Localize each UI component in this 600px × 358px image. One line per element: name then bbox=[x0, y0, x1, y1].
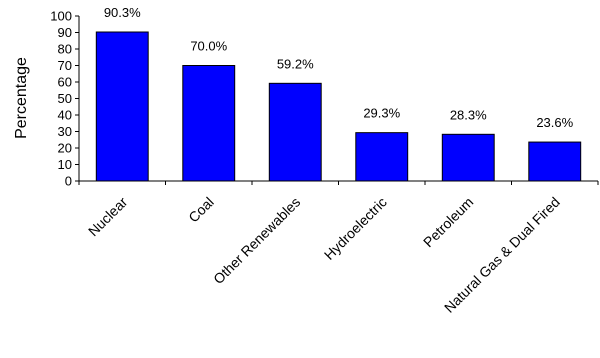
y-tick-label: 70 bbox=[58, 58, 72, 73]
bar-natural-gas-dual-fired bbox=[528, 141, 582, 182]
x-axis-ticks bbox=[78, 181, 599, 185]
category-label: Coal bbox=[185, 194, 217, 226]
bars bbox=[95, 31, 582, 182]
data-label: 90.3% bbox=[104, 5, 141, 20]
bar-hydroelectric bbox=[355, 132, 409, 182]
category-label: Hydroelectric bbox=[321, 194, 390, 263]
y-tick-label: 40 bbox=[58, 108, 72, 123]
data-labels: 90.3% 70.0% 59.2% 29.3% 28.3% 23.6% bbox=[104, 5, 574, 130]
data-label: 23.6% bbox=[536, 115, 573, 130]
y-tick-label: 0 bbox=[65, 174, 72, 189]
data-label: 59.2% bbox=[277, 56, 314, 71]
data-label: 28.3% bbox=[450, 107, 487, 122]
category-label: Other Renewables bbox=[210, 194, 303, 287]
bar-other-renewables bbox=[268, 82, 322, 182]
category-label: Nuclear bbox=[85, 194, 131, 240]
data-label: 29.3% bbox=[363, 106, 400, 121]
y-tick-label: 50 bbox=[58, 91, 72, 106]
y-tick-label: 10 bbox=[58, 157, 72, 172]
y-tick-label: 60 bbox=[58, 75, 72, 90]
y-tick-label: 90 bbox=[58, 25, 72, 40]
y-tick-label: 30 bbox=[58, 124, 72, 139]
y-tick-label: 100 bbox=[50, 9, 72, 24]
y-tick-label: 20 bbox=[58, 141, 72, 156]
bar-coal bbox=[182, 65, 236, 182]
bar-petroleum bbox=[441, 133, 495, 182]
data-label: 70.0% bbox=[190, 39, 227, 54]
y-axis-title: Percentage bbox=[13, 57, 30, 139]
y-tick-label: 80 bbox=[58, 42, 72, 57]
bar-nuclear bbox=[95, 31, 149, 182]
category-label: Petroleum bbox=[420, 194, 476, 250]
